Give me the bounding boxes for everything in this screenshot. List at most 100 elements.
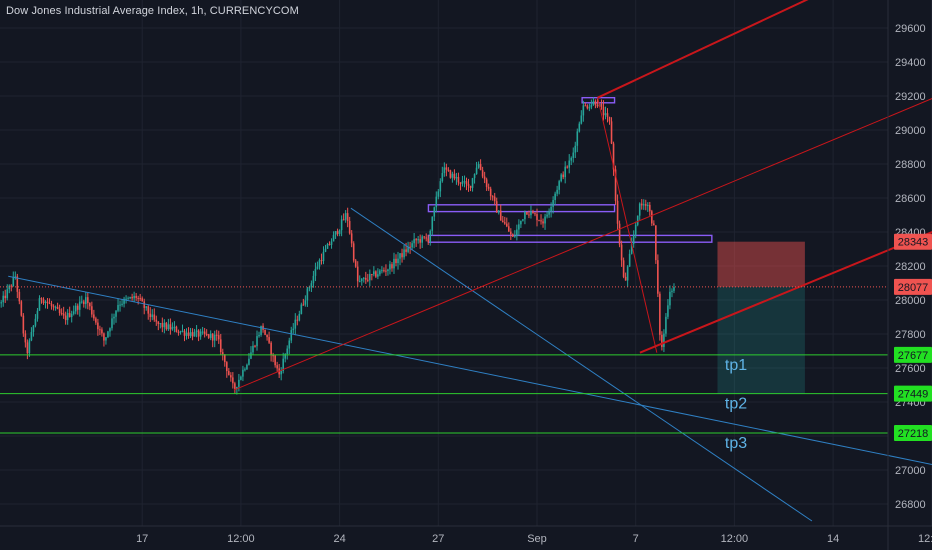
candle-body <box>326 243 329 249</box>
candle-body <box>514 235 516 237</box>
candle-body <box>56 306 59 310</box>
candle-body <box>133 295 135 299</box>
candle-body <box>153 314 156 320</box>
candle-body <box>624 276 627 281</box>
candle-body <box>34 318 37 326</box>
candle-body <box>171 327 174 330</box>
candle-body <box>657 260 659 294</box>
candle-body <box>560 174 562 182</box>
candle-body <box>495 201 498 213</box>
candle-body <box>332 234 335 242</box>
candle-body <box>201 331 204 333</box>
candle-body <box>340 219 343 231</box>
candle-body <box>578 123 581 132</box>
candle-body <box>487 186 490 189</box>
candle-body <box>302 304 305 306</box>
candle-body <box>87 297 89 304</box>
candle-body <box>451 173 454 178</box>
candle-body <box>282 358 284 371</box>
candle-body <box>375 271 377 277</box>
candle-body <box>342 219 345 221</box>
candle-body <box>590 104 593 108</box>
candle-body <box>155 319 158 322</box>
x-tick-label: 12:00 <box>227 533 255 545</box>
candle-body <box>167 324 170 330</box>
candle-body <box>602 106 605 116</box>
candle-body <box>99 329 101 331</box>
candle-body <box>318 260 321 267</box>
candle-body <box>42 299 45 303</box>
candle-body <box>463 181 466 183</box>
candle-body <box>576 131 579 146</box>
candle-body <box>159 323 162 325</box>
candle-body <box>10 285 13 287</box>
trend-line <box>350 207 813 522</box>
candle-body <box>274 355 276 366</box>
candle-body <box>254 345 256 347</box>
candle-body <box>634 224 637 235</box>
candle-body <box>105 337 107 341</box>
candle-body <box>80 301 83 303</box>
candle-body <box>107 331 109 338</box>
tp-label: tp1 <box>725 357 747 374</box>
candle-body <box>510 231 512 235</box>
candle-body <box>163 322 166 328</box>
candle-body <box>244 369 246 371</box>
candle-body <box>66 313 69 321</box>
candle-body <box>421 236 423 243</box>
candle-body <box>334 231 337 235</box>
candle-body <box>157 321 160 324</box>
candle-body <box>522 219 524 221</box>
candle-body <box>252 345 254 353</box>
candle-body <box>594 101 597 105</box>
candle-body <box>503 222 506 224</box>
candle-body <box>582 105 585 116</box>
candle-body <box>109 328 111 332</box>
candle-body <box>320 260 323 262</box>
candle-body <box>369 274 371 281</box>
candle-body <box>151 314 154 318</box>
candle-body <box>423 236 425 238</box>
candle-body <box>632 234 635 244</box>
candle-body <box>226 362 228 372</box>
candle-body <box>264 329 266 335</box>
candle-body <box>483 176 486 180</box>
candle-body <box>471 178 474 188</box>
candle-body <box>367 279 369 281</box>
y-tick-label: 29000 <box>895 125 926 137</box>
candle-body <box>350 233 353 244</box>
candle-body <box>40 298 43 300</box>
candle-body <box>12 277 15 287</box>
candle-body <box>512 234 514 237</box>
candle-body <box>308 287 311 289</box>
candle-body <box>300 304 303 314</box>
candle-body <box>248 358 250 365</box>
candle-body <box>651 211 653 224</box>
x-tick-label: 24 <box>333 533 345 545</box>
candle-body <box>461 181 464 184</box>
candle-body <box>534 213 536 215</box>
candle-body <box>284 354 287 359</box>
candle-body <box>312 275 315 284</box>
candle-body <box>0 302 2 304</box>
candle-body <box>373 271 375 275</box>
candle-body <box>52 306 55 308</box>
candle-body <box>296 319 299 321</box>
candle-body <box>111 318 113 329</box>
candle-body <box>62 313 65 316</box>
candle-body <box>36 310 39 319</box>
candle-body <box>467 184 470 186</box>
candle-body <box>616 200 619 224</box>
candle-body <box>554 193 556 201</box>
candle-body <box>145 306 148 308</box>
candle-body <box>649 204 651 212</box>
candle-body <box>89 303 91 307</box>
candle-body <box>131 296 133 299</box>
candle-body <box>129 296 131 299</box>
candle-body <box>314 268 317 276</box>
candle-body <box>608 117 611 122</box>
candle-body <box>119 304 121 306</box>
candle-body <box>457 176 460 183</box>
